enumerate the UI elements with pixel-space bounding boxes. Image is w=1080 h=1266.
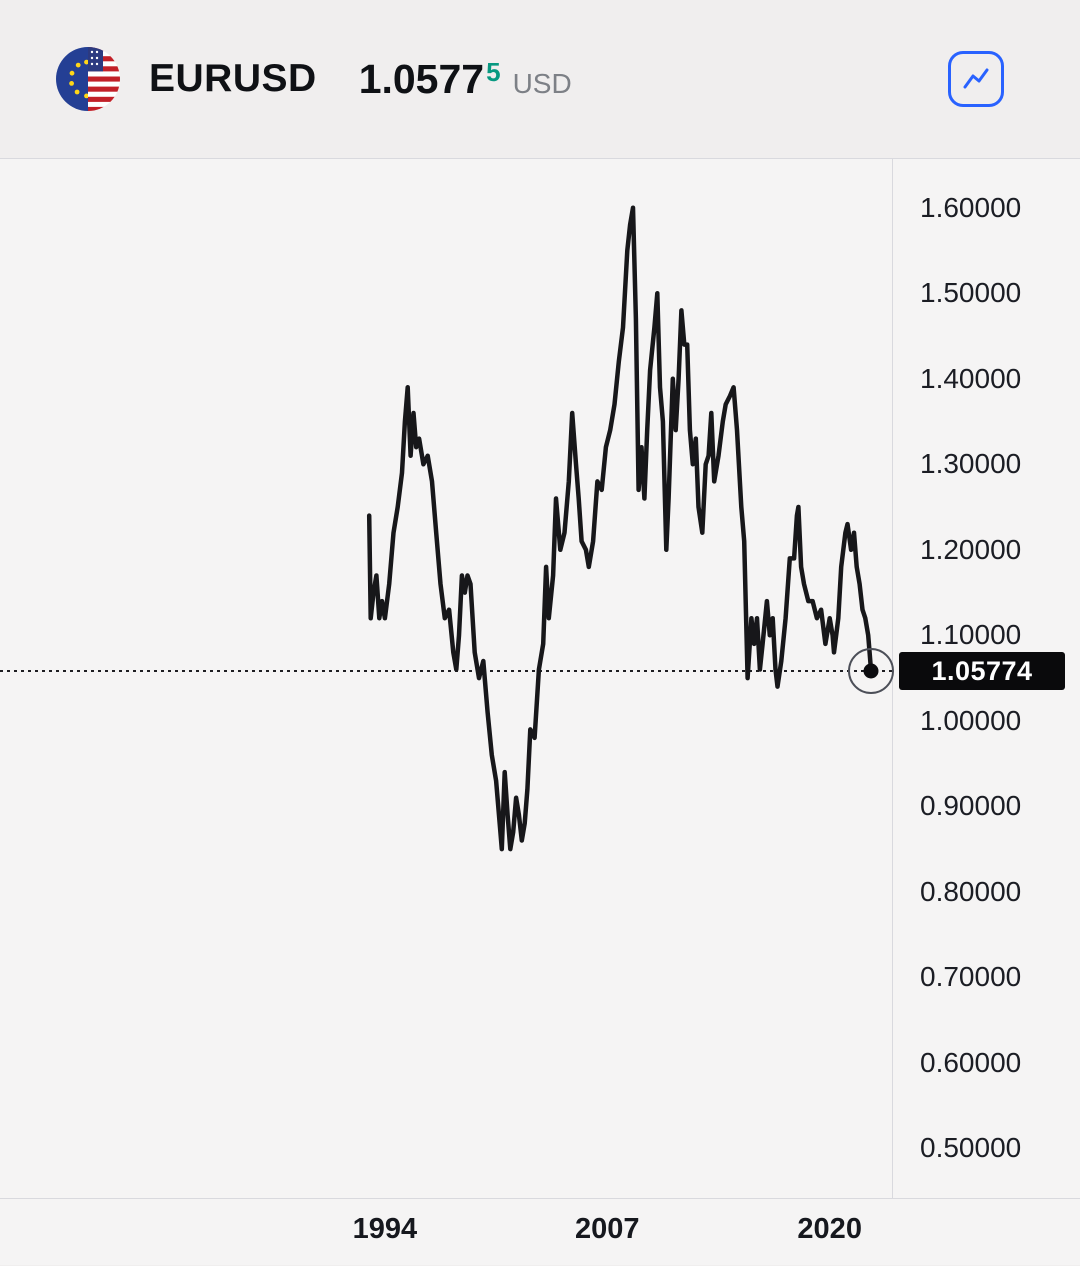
price-scale-label: 1.20000 bbox=[920, 533, 1022, 565]
symbol-name: EURUSD bbox=[149, 57, 317, 100]
time-scale[interactable]: 1994 2007 2020 bbox=[0, 1199, 893, 1266]
line-chart-icon bbox=[960, 62, 992, 97]
price-scale-label: 0.80000 bbox=[920, 875, 1022, 907]
price-scale-label: 0.90000 bbox=[920, 790, 1022, 822]
price-scale-label: 0.70000 bbox=[920, 961, 1022, 993]
time-scale-divider bbox=[0, 1198, 1080, 1199]
time-scale-label: 2007 bbox=[575, 1213, 640, 1245]
last-price-tag: 1.05774 bbox=[899, 652, 1065, 691]
price-scale-label: 1.10000 bbox=[920, 619, 1022, 651]
symbol-header: EURUSD 1.0577 5 USD bbox=[0, 0, 1080, 158]
price-scale-label: 1.00000 bbox=[920, 704, 1022, 736]
price-chart-plot[interactable] bbox=[0, 159, 895, 1198]
chart-panel: 1.05774 1.60000 1.50000 1.40000 1.30000 1.20… bbox=[0, 158, 1080, 1265]
price-scale[interactable]: 1.05774 1.60000 1.50000 1.40000 1.30000 1.20… bbox=[894, 159, 1080, 1198]
price-scale-label: 0.50000 bbox=[920, 1132, 1022, 1164]
price-scale-label: 1.40000 bbox=[920, 362, 1022, 394]
price-line-chart bbox=[366, 205, 874, 852]
price-currency: USD bbox=[512, 67, 572, 99]
price-scale-label: 1.30000 bbox=[920, 448, 1022, 480]
price-scale-label: 1.50000 bbox=[920, 277, 1022, 309]
last-price: 1.0577 5 USD bbox=[359, 56, 572, 103]
price-scale-label: 1.60000 bbox=[920, 191, 1022, 223]
last-price-dotted-line bbox=[0, 670, 893, 673]
eu-us-flag-icon bbox=[55, 46, 121, 112]
price-value: 1.0577 bbox=[358, 55, 485, 102]
last-point-marker bbox=[848, 648, 895, 695]
chart-style-button[interactable] bbox=[948, 51, 1004, 107]
marker-ring bbox=[848, 648, 895, 695]
price-scale-label: 0.60000 bbox=[920, 1046, 1022, 1078]
time-scale-label: 1994 bbox=[352, 1213, 418, 1245]
time-scale-label: 2020 bbox=[797, 1213, 862, 1245]
marker-dot bbox=[863, 663, 879, 679]
price-fractional-digit: 5 bbox=[486, 56, 501, 87]
